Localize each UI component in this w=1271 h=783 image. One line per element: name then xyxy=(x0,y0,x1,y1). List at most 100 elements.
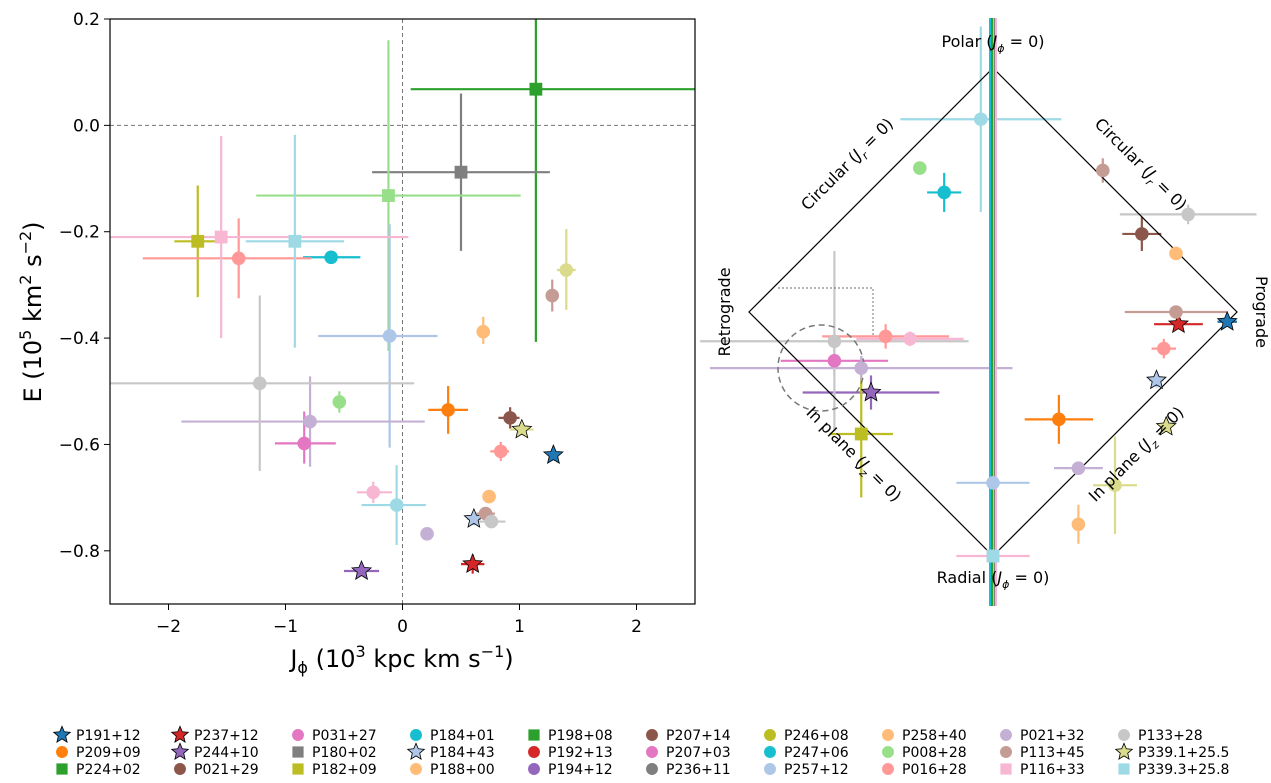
in-plane-left-label: In plane (Jz = 0) xyxy=(800,403,905,508)
data-point xyxy=(350,559,373,580)
data-point xyxy=(860,381,882,402)
legend-label: P184+01 xyxy=(430,728,495,744)
data-point xyxy=(1216,310,1238,331)
left-reference-lines xyxy=(110,19,695,604)
data-point xyxy=(493,444,508,459)
legend-marker xyxy=(56,746,68,758)
data-point xyxy=(1167,313,1190,334)
legend-label: P016+28 xyxy=(902,762,967,778)
left-ticks: −2 −1 0 1 2 0.2 0.0 −0.2 −0.4 −0.6 −0.8 xyxy=(59,10,642,637)
legend-label: P246+08 xyxy=(784,728,849,744)
data-point xyxy=(288,234,302,248)
legend-marker xyxy=(1000,746,1012,758)
data-point xyxy=(1155,415,1177,436)
legend-label: P021+32 xyxy=(1020,728,1085,744)
data-point xyxy=(854,427,868,441)
legend-marker xyxy=(1114,742,1134,760)
legend-marker xyxy=(1000,729,1012,741)
legend-label: P182+09 xyxy=(312,762,377,778)
data-point xyxy=(937,185,951,200)
legend-marker xyxy=(764,763,776,775)
data-point xyxy=(382,189,395,202)
data-point xyxy=(854,361,869,375)
legend-marker xyxy=(882,763,894,775)
y-tick-label: −0.6 xyxy=(59,435,100,455)
data-point xyxy=(252,376,267,391)
legend-label: P258+40 xyxy=(902,728,967,744)
data-point xyxy=(827,354,842,368)
legend-label: P237+12 xyxy=(194,728,259,744)
data-point xyxy=(542,444,564,465)
legend-marker xyxy=(1000,763,1012,775)
legend-label: P184+43 xyxy=(430,745,495,761)
data-point xyxy=(913,161,927,175)
legend-marker xyxy=(410,763,422,775)
legend-label: P339.3+25.8 xyxy=(1138,762,1229,778)
right-markers xyxy=(827,112,1238,563)
legend-marker xyxy=(292,746,304,758)
data-point xyxy=(297,436,312,451)
data-point xyxy=(1052,412,1066,427)
data-point xyxy=(878,329,893,344)
data-point xyxy=(529,82,543,96)
legend-marker xyxy=(170,725,190,743)
data-point xyxy=(332,395,347,409)
legend-label: P236+11 xyxy=(666,762,731,778)
legend-marker xyxy=(174,763,186,775)
in-plane-right-label: In plane (Jz = 0) xyxy=(1085,403,1190,508)
data-point xyxy=(482,489,496,504)
data-point xyxy=(1181,207,1195,222)
legend-label: P021+29 xyxy=(194,762,259,778)
legend-marker xyxy=(528,746,540,758)
legend-marker xyxy=(292,729,304,741)
data-point xyxy=(1169,305,1183,319)
left-markers xyxy=(191,82,574,580)
legend-label: P031+27 xyxy=(312,728,377,744)
legend-marker xyxy=(646,729,658,741)
y-tick-label: −0.4 xyxy=(59,329,100,349)
data-point xyxy=(324,250,338,265)
data-point xyxy=(441,403,455,417)
legend-label: P247+06 xyxy=(784,745,849,761)
retrograde-label: Retrograde xyxy=(715,267,734,356)
data-point xyxy=(1157,341,1171,356)
data-point xyxy=(476,324,491,339)
legend-marker xyxy=(1118,763,1130,775)
y-axis-label: E (105 km2 s−2) xyxy=(16,221,47,402)
legend-marker xyxy=(52,725,72,743)
left-panel: −2 −1 0 1 2 0.2 0.0 −0.2 −0.4 −0.6 −0.8 Jϕ (103 kp… xyxy=(16,10,696,677)
legend-label: P198+08 xyxy=(548,728,613,744)
y-tick-label: 0.2 xyxy=(73,10,100,30)
data-point xyxy=(389,498,404,512)
data-point xyxy=(827,334,842,349)
legend-label: P113+45 xyxy=(1020,745,1085,761)
circular-left-label: Circular (Jr = 0) xyxy=(797,114,900,217)
legend-marker xyxy=(410,729,422,741)
legend-marker xyxy=(1118,729,1130,741)
data-point xyxy=(903,332,917,346)
y-tick-label: 0.0 xyxy=(73,116,100,136)
data-point xyxy=(559,263,574,277)
data-point xyxy=(214,230,228,244)
x-tick-label: −1 xyxy=(273,617,298,637)
legend-label: P207+14 xyxy=(666,728,731,744)
x-tick-label: 2 xyxy=(631,617,642,637)
data-point xyxy=(986,476,1000,490)
legend-label: P224+02 xyxy=(76,762,141,778)
highlight-dotted-line xyxy=(778,287,874,335)
legend-label: P188+00 xyxy=(430,762,495,778)
data-point xyxy=(1169,246,1183,261)
right-errorbars xyxy=(700,26,1257,561)
legend-marker xyxy=(764,746,776,758)
legend-marker xyxy=(528,729,540,741)
data-point xyxy=(1071,517,1086,532)
data-point xyxy=(1135,227,1149,241)
y-tick-label: −0.2 xyxy=(59,223,100,243)
legend-label: P116+33 xyxy=(1020,762,1085,778)
data-point xyxy=(1096,163,1110,178)
legend-label: P008+28 xyxy=(902,745,967,761)
data-point xyxy=(1108,478,1122,493)
data-point xyxy=(511,418,533,439)
legend-label: P194+12 xyxy=(548,762,613,778)
legend-marker xyxy=(292,763,304,775)
